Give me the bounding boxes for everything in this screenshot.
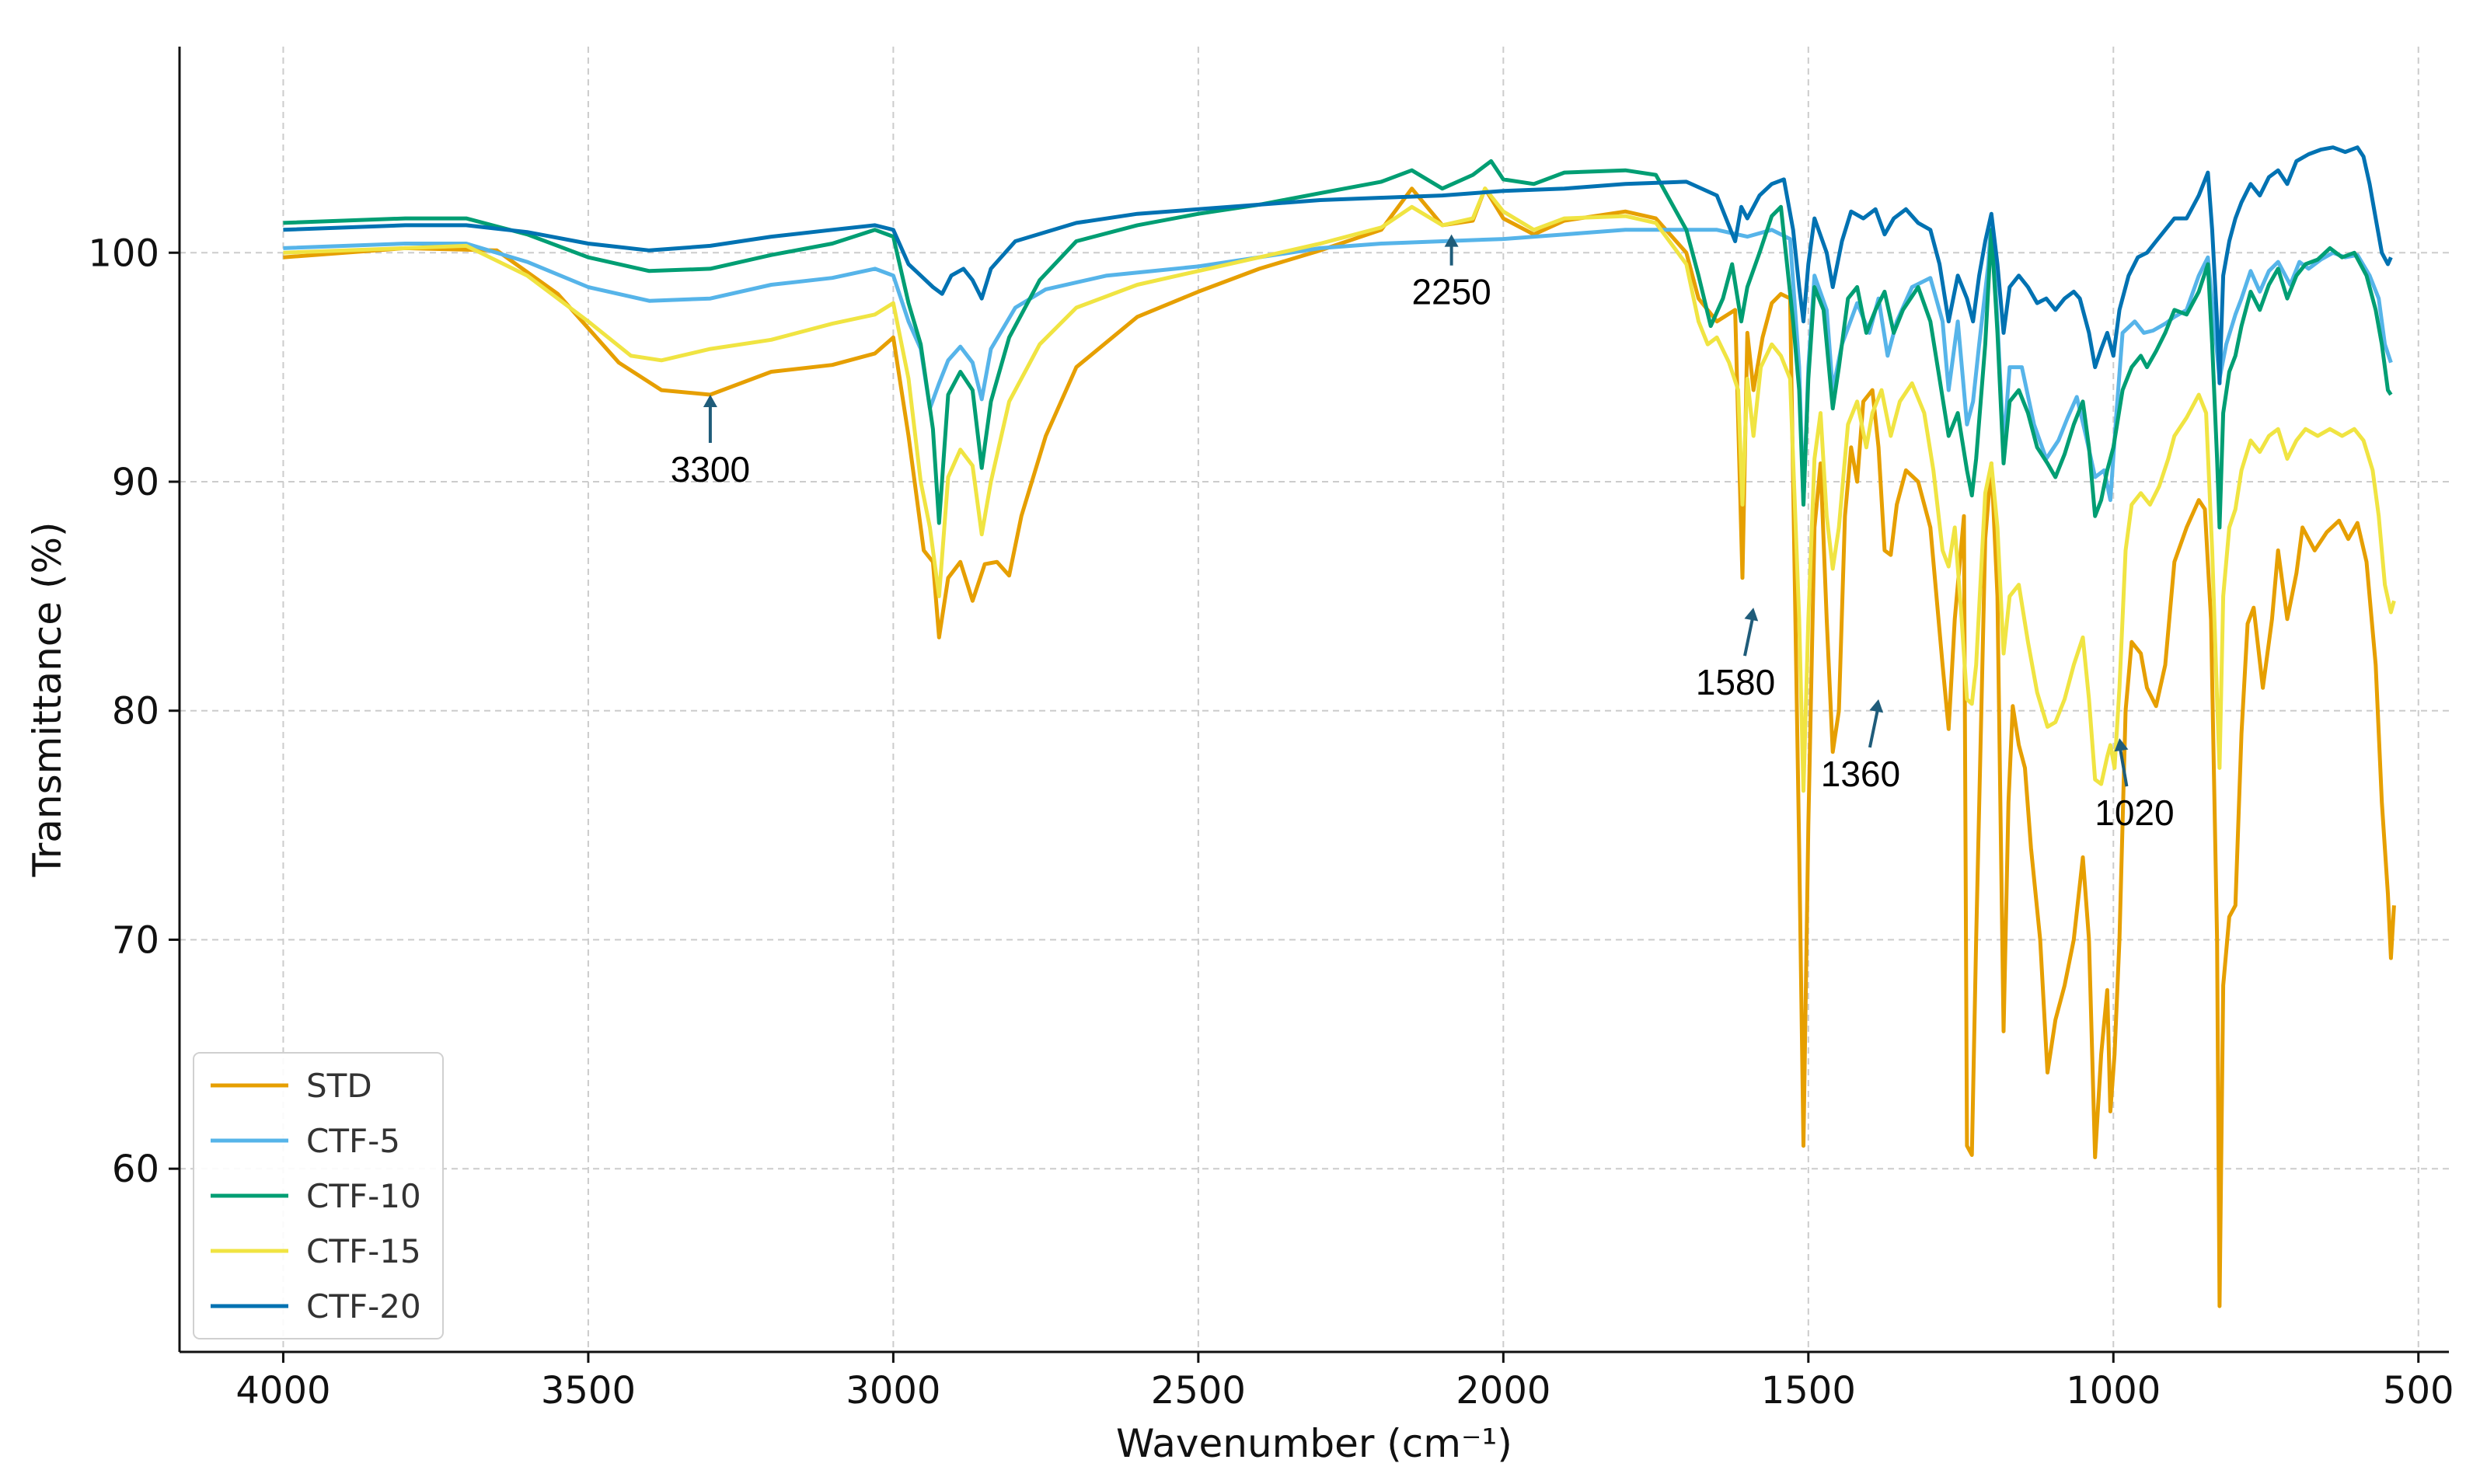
legend-label: CTF-5 [306,1122,400,1160]
y-ticks: 60 70 80 90 100 [88,232,180,1191]
x-tick-label: 1000 [2066,1369,2161,1413]
x-tick-label: 4000 [235,1369,330,1413]
annotations: 3300 2250 1580 1360 1020 [671,234,2175,833]
annotation-arrow [1743,613,1756,657]
annotation-arrowhead [703,395,717,407]
x-tick-label: 3500 [541,1369,636,1413]
y-tick-label: 70 [112,918,159,962]
grid-lines [180,47,2449,1352]
axes [178,47,2449,1353]
legend-label: CTF-10 [306,1177,421,1215]
annotation-arrow [1868,705,1881,748]
legend-label: CTF-20 [306,1287,421,1325]
x-tick-label: 2500 [1151,1369,1246,1413]
annotation-label: 1020 [2095,793,2174,833]
y-tick-label: 90 [112,461,159,504]
series-line-ctf-15 [283,186,2396,793]
annotation-label: 3300 [671,449,750,489]
legend-box [193,1052,444,1339]
legend-label: CTF-15 [306,1232,421,1270]
plot-area [283,145,2396,1308]
legend-label: STD [306,1067,372,1105]
x-tick-label: 2000 [1456,1369,1550,1413]
y-tick-label: 80 [112,690,159,733]
series-layer [283,145,2396,1308]
series-line-std [283,186,2396,1308]
x-axis-title: Wavenumber (cm⁻¹) [1116,1421,1512,1466]
series-line-ctf-10 [283,159,2393,530]
y-tick-label: 60 [112,1148,159,1191]
y-tick-label: 100 [88,232,159,275]
legend: STD CTF-5 CTF-10 CTF-15 CTF-20 [193,1052,444,1339]
x-tick-label: 500 [2383,1369,2454,1413]
annotation-label: 1360 [1821,754,1900,794]
series-line-ctf-20 [283,145,2393,385]
x-tick-label: 1500 [1761,1369,1856,1413]
annotation-arrowhead [1869,699,1884,713]
series-line-ctf-5 [283,214,2393,507]
y-axis-title: Transmittance (%) [25,522,70,878]
x-tick-label: 3000 [846,1369,940,1413]
annotation-arrowhead [1744,608,1759,622]
annotation-arrow [2118,744,2129,787]
annotation-arrowhead [2114,738,2129,752]
annotation-arrowhead [1444,234,1459,247]
annotation-label: 2250 [1411,272,1491,312]
x-ticks: 4000 3500 3000 2500 2000 1500 1000 500 [235,1352,2454,1413]
annotation-label: 1580 [1696,662,1775,702]
